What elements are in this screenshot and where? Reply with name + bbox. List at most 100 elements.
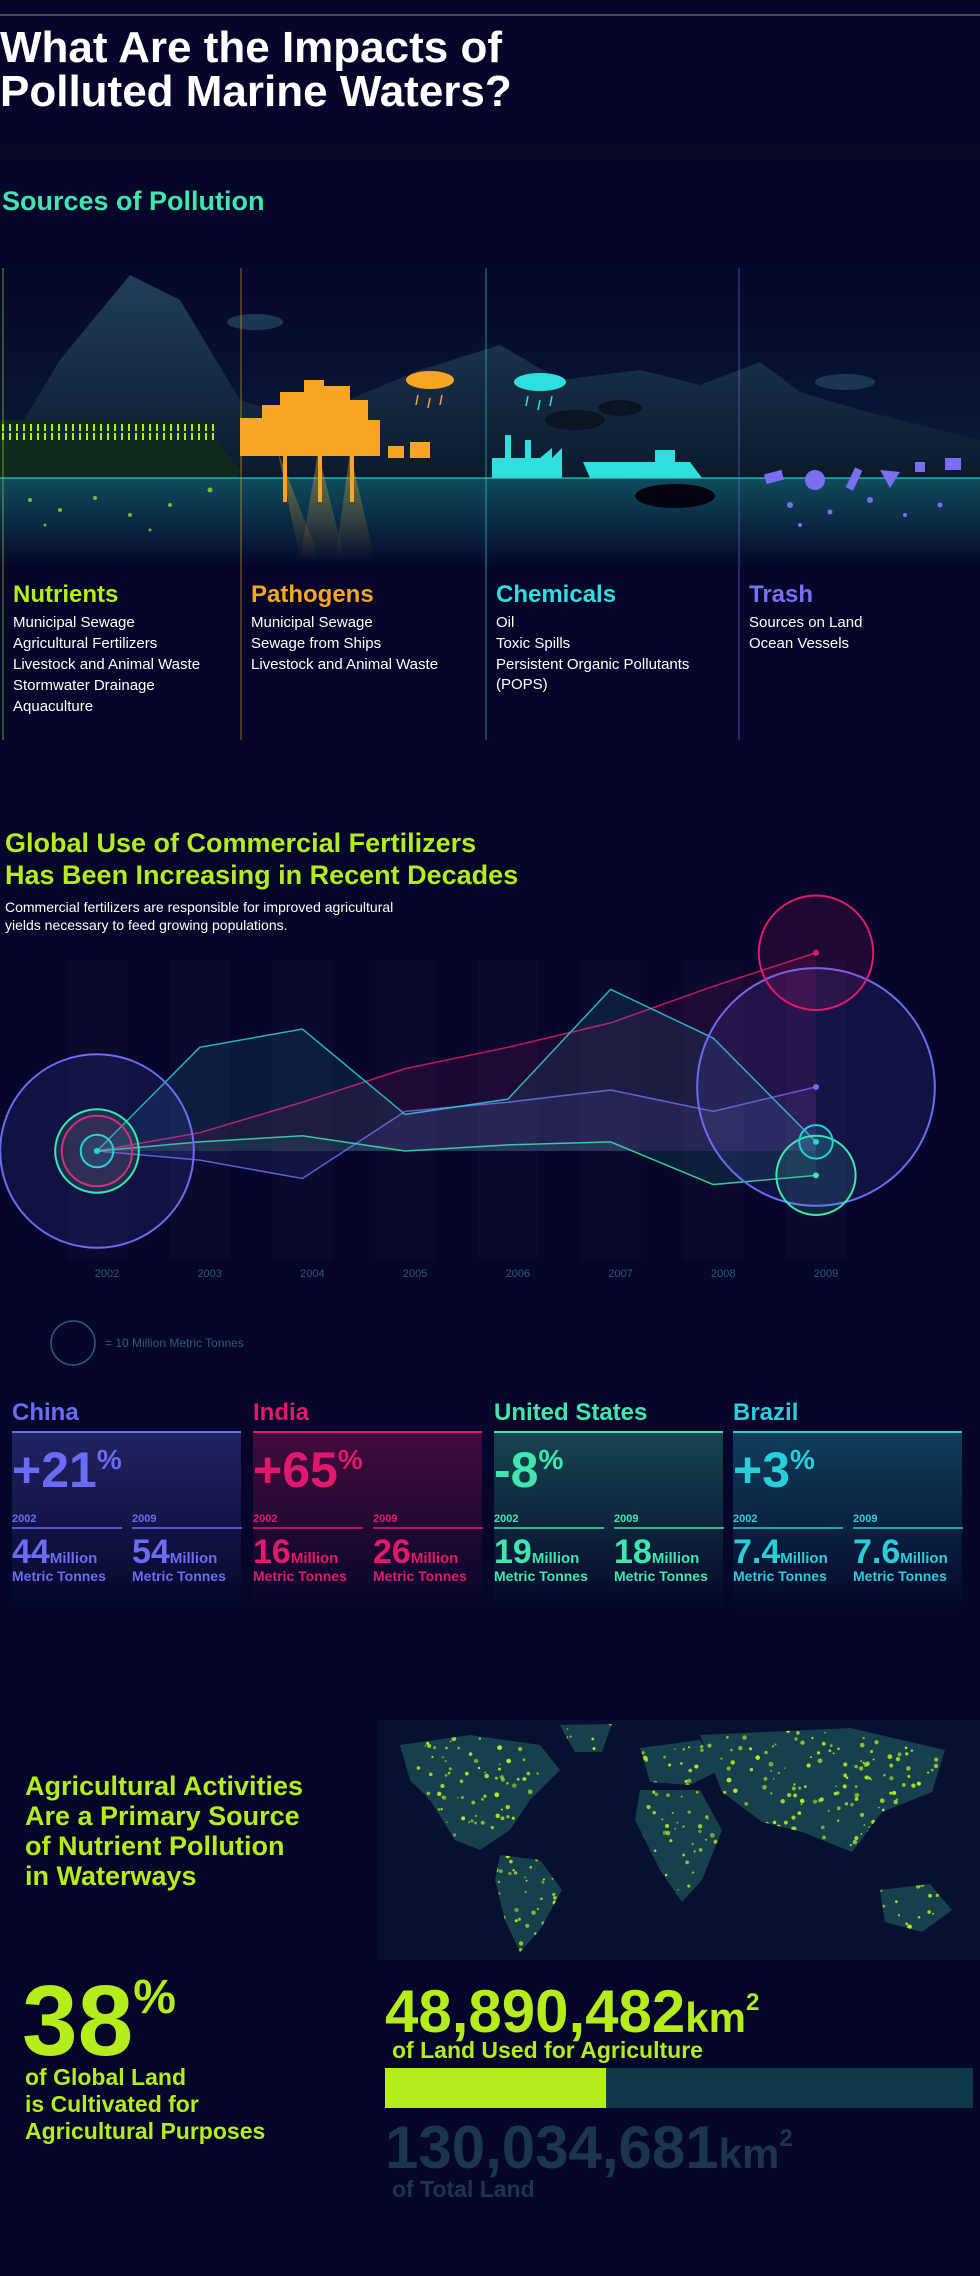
crop-speck: [879, 1798, 885, 1804]
x-tick-label: 2008: [711, 1268, 735, 1280]
crop-speck: [868, 1826, 871, 1829]
source-list: Sources on Land Ocean Vessels: [749, 613, 974, 655]
crop-speck: [797, 1811, 802, 1815]
crop-speck: [477, 1766, 481, 1770]
land-used-caption: of Land Used for Agriculture: [392, 2037, 703, 2063]
crop-speck: [705, 1838, 708, 1841]
crop-speck: [470, 1819, 474, 1823]
page-title: Polluted Marine Waters?: [0, 67, 512, 116]
trend-area: [97, 952, 816, 1151]
crop-speck: [870, 1778, 872, 1781]
tonnage-unit: Metric Tonnes: [253, 1568, 347, 1584]
crop-speck: [803, 1785, 807, 1788]
crop-speck: [800, 1740, 805, 1745]
crop-speck: [497, 1880, 501, 1884]
crop-speck: [513, 1871, 518, 1875]
crop-speck: [889, 1791, 893, 1795]
crop-speck: [447, 1771, 451, 1775]
section-title: Agricultural Activities: [25, 1771, 303, 1801]
crop-speck: [844, 1802, 849, 1806]
size-legend-label: = 10 Million Metric Tonnes: [105, 1336, 244, 1350]
section-title: Sources of Pollution: [2, 186, 265, 216]
crop-speck: [468, 1821, 471, 1824]
crop-speck: [643, 1755, 648, 1761]
year-label: 2009: [853, 1513, 877, 1525]
tonnage-part: 44: [12, 1533, 50, 1571]
crop-speck: [872, 1758, 875, 1761]
crop-speck: [677, 1888, 679, 1891]
crop-speck: [664, 1873, 668, 1877]
crop-speck: [793, 1793, 798, 1798]
tonnage-unit: Metric Tonnes: [733, 1568, 827, 1584]
tonnage-unit: Metric Tonnes: [132, 1568, 226, 1584]
crop-speck: [427, 1743, 432, 1748]
source-item: Sewage from Ships: [251, 635, 382, 652]
crop-speck: [680, 1795, 683, 1798]
crop-speck: [685, 1860, 689, 1865]
crop-speck: [783, 1820, 788, 1825]
crop-speck: [531, 1910, 536, 1915]
crop-speck: [498, 1763, 501, 1766]
crop-speck: [927, 1771, 930, 1774]
crop-speck: [536, 1772, 539, 1775]
crop-speck: [483, 1794, 487, 1798]
crop-speck: [917, 1915, 921, 1919]
crop-speck: [904, 1746, 908, 1750]
crop-speck: [780, 1799, 785, 1804]
crop-speck: [691, 1842, 694, 1846]
used-land-bar: [385, 2068, 607, 2108]
crop-speck: [933, 1763, 939, 1769]
crop-speck: [850, 1802, 854, 1807]
section-title: Are a Primary Source: [25, 1801, 300, 1831]
crop-speck: [665, 1823, 670, 1829]
crop-speck: [591, 1737, 595, 1741]
tonnage-part: Million: [532, 1550, 580, 1567]
change-percent-part: %: [538, 1444, 563, 1475]
crop-speck: [464, 1771, 469, 1776]
crop-speck: [704, 1815, 709, 1819]
x-tick-label: 2005: [403, 1268, 427, 1280]
trend-area: [97, 1086, 816, 1179]
crop-speck: [835, 1791, 840, 1795]
crop-speck: [764, 1750, 768, 1755]
crop-speck: [793, 1783, 796, 1786]
crop-speck: [494, 1776, 498, 1780]
crop-speck: [768, 1761, 774, 1767]
crop-speck: [809, 1756, 812, 1759]
crop-speck: [674, 1748, 677, 1751]
land-used-part: km: [685, 1994, 746, 2041]
crop-speck: [859, 1742, 865, 1748]
trend-line: [96, 988, 817, 1152]
crop-speck: [709, 1832, 715, 1838]
crop-speck: [569, 1735, 572, 1738]
ship: [583, 462, 702, 478]
source-item: Livestock and Animal Waste: [251, 656, 439, 673]
tonnage-part: Million: [411, 1550, 459, 1567]
crop-speck: [819, 1797, 824, 1802]
land-used: 48,890,482km2: [385, 1978, 759, 2045]
crop-speck: [428, 1772, 433, 1777]
crop-speck: [720, 1757, 723, 1760]
crop-speck: [666, 1793, 670, 1797]
country-card: [253, 1432, 482, 1612]
crop-speck: [707, 1743, 712, 1748]
crop-speck: [512, 1868, 515, 1872]
crop-speck: [730, 1760, 735, 1765]
crop-speck: [542, 1878, 545, 1881]
trend-line: [96, 952, 817, 1152]
crop-speck: [854, 1764, 858, 1769]
crop-speck: [794, 1737, 798, 1741]
category-name: Chemicals: [496, 581, 616, 608]
crop-speck: [500, 1816, 505, 1821]
crop-speck: [932, 1912, 935, 1915]
crop-speck: [882, 1904, 886, 1908]
crop-speck: [763, 1776, 768, 1781]
crop-speck: [906, 1766, 911, 1771]
country-card: [12, 1432, 241, 1612]
crop-speck: [641, 1751, 645, 1755]
crop-speck: [700, 1745, 704, 1749]
crop-speck: [663, 1755, 667, 1759]
crop-speck: [928, 1893, 932, 1898]
crop-speck: [481, 1797, 484, 1801]
